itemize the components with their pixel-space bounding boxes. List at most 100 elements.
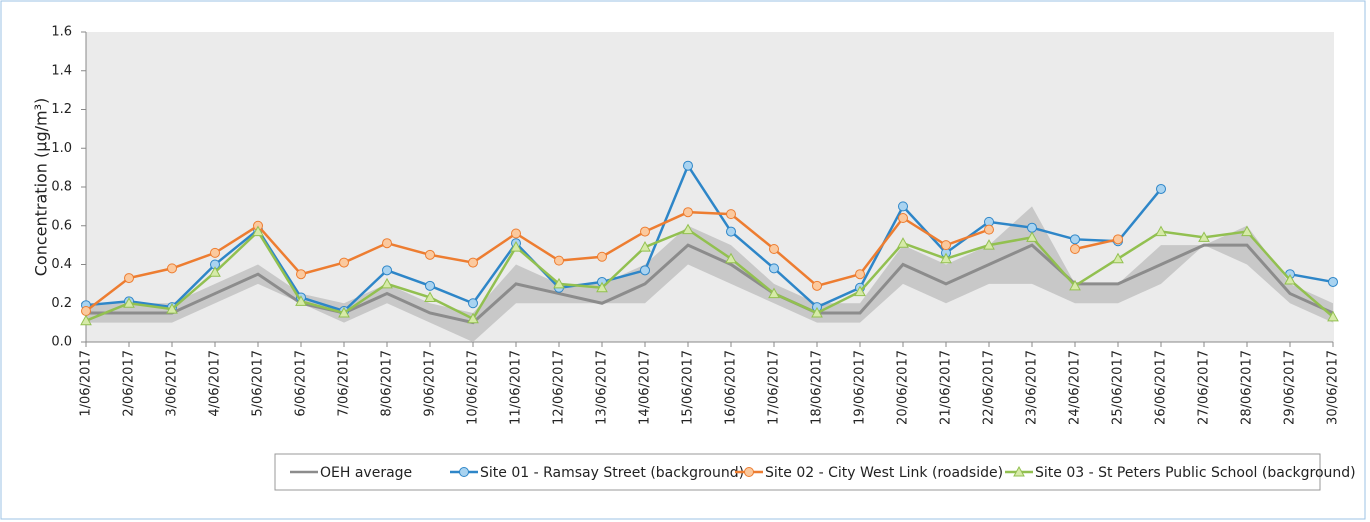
series-line xyxy=(85,210,1119,312)
x-tick-label: 1/06/2017 xyxy=(79,350,94,417)
marker xyxy=(425,280,435,291)
marker xyxy=(640,265,650,276)
marker xyxy=(726,226,736,237)
marker xyxy=(510,241,522,252)
marker xyxy=(1113,234,1123,245)
marker xyxy=(640,226,650,237)
marker xyxy=(209,266,221,277)
y-tick-label: 0.8 xyxy=(51,180,72,195)
marker xyxy=(167,263,177,274)
y-tick-label: 0.0 xyxy=(51,335,72,350)
x-tick-label: 28/06/2017 xyxy=(1240,350,1255,425)
marker xyxy=(1027,222,1037,233)
x-tick-label: 20/06/2017 xyxy=(896,350,911,425)
marker xyxy=(123,297,135,308)
x-tick-label: 18/06/2017 xyxy=(810,350,825,425)
marker xyxy=(252,225,264,237)
marker xyxy=(467,312,479,324)
x-tick-label: 11/06/2017 xyxy=(509,350,524,425)
x-tick-label: 23/06/2017 xyxy=(1025,350,1040,425)
legend-label: OEH average xyxy=(320,465,412,481)
marker xyxy=(424,291,436,302)
marker xyxy=(166,303,178,314)
marker xyxy=(1328,276,1338,287)
legend-label: Site 02 - City West Link (roadside) xyxy=(765,465,1003,481)
marker xyxy=(597,251,607,262)
marker xyxy=(682,223,694,235)
marker xyxy=(596,281,608,293)
marker xyxy=(726,209,736,220)
marker xyxy=(80,314,92,326)
marker xyxy=(1069,279,1081,291)
x-tick-label: 26/06/2017 xyxy=(1154,350,1169,425)
x-tick-label: 29/06/2017 xyxy=(1283,350,1298,425)
marker xyxy=(983,239,995,250)
marker xyxy=(382,265,392,276)
marker xyxy=(1155,225,1167,237)
x-tick-label: 7/06/2017 xyxy=(337,350,352,417)
x-tick-label: 16/06/2017 xyxy=(724,350,739,425)
marker xyxy=(382,238,392,249)
marker xyxy=(941,240,951,251)
marker xyxy=(855,269,865,280)
y-tick-label: 0.6 xyxy=(51,218,72,233)
x-tick-label: 5/06/2017 xyxy=(251,350,266,417)
x-tick-label: 3/06/2017 xyxy=(165,350,180,417)
x-tick-label: 30/06/2017 xyxy=(1326,350,1341,425)
marker xyxy=(898,213,908,223)
x-tick-label: 22/06/2017 xyxy=(982,350,997,425)
marker xyxy=(1013,465,1025,477)
x-tick-label: 25/06/2017 xyxy=(1111,350,1126,425)
marker xyxy=(811,306,823,318)
marker xyxy=(1284,273,1296,285)
x-tick-label: 4/06/2017 xyxy=(208,350,223,417)
marker xyxy=(984,224,994,235)
x-tick-label: 6/06/2017 xyxy=(294,350,309,417)
legend xyxy=(274,453,1321,491)
x-tick-label: 9/06/2017 xyxy=(423,350,438,417)
series-line xyxy=(86,243,1334,325)
marker xyxy=(898,201,908,212)
y-tick-label: 0.4 xyxy=(51,257,72,272)
y-tick-label: 1.6 xyxy=(51,25,72,40)
marker xyxy=(1112,252,1124,264)
marker xyxy=(554,255,564,266)
y-axis-label: Concentration (µg/m³) xyxy=(32,98,51,276)
y-tick-label: 0.2 xyxy=(51,296,72,311)
marker xyxy=(769,244,779,254)
x-tick-label: 15/06/2017 xyxy=(681,350,696,425)
y-tick-label: 1.2 xyxy=(51,102,72,117)
marker xyxy=(295,295,307,306)
marker xyxy=(553,277,565,289)
marker xyxy=(769,263,779,274)
marker xyxy=(1241,225,1253,237)
marker xyxy=(854,285,866,297)
marker xyxy=(210,247,220,258)
marker xyxy=(1156,183,1166,194)
y-tick-label: 1.4 xyxy=(51,63,72,78)
marker xyxy=(683,160,693,171)
x-tick-label: 13/06/2017 xyxy=(595,350,610,425)
marker xyxy=(744,467,754,477)
marker xyxy=(425,249,435,260)
marker xyxy=(81,306,91,316)
marker xyxy=(639,241,651,252)
marker xyxy=(897,237,909,248)
marker xyxy=(768,287,780,299)
marker xyxy=(1026,231,1038,242)
plot-area xyxy=(86,32,1334,342)
marker xyxy=(511,228,521,239)
x-tick-label: 2/06/2017 xyxy=(122,350,137,417)
legend-label: Site 01 - Ramsay Street (background) xyxy=(480,465,744,481)
marker xyxy=(940,252,952,264)
x-tick-label: 12/06/2017 xyxy=(552,350,567,425)
marker xyxy=(683,207,693,218)
marker xyxy=(468,257,478,268)
marker xyxy=(124,273,134,284)
series-line xyxy=(85,228,1334,322)
marker xyxy=(1070,244,1080,254)
x-tick-label: 21/06/2017 xyxy=(939,350,954,425)
x-tick-label: 19/06/2017 xyxy=(853,350,868,425)
